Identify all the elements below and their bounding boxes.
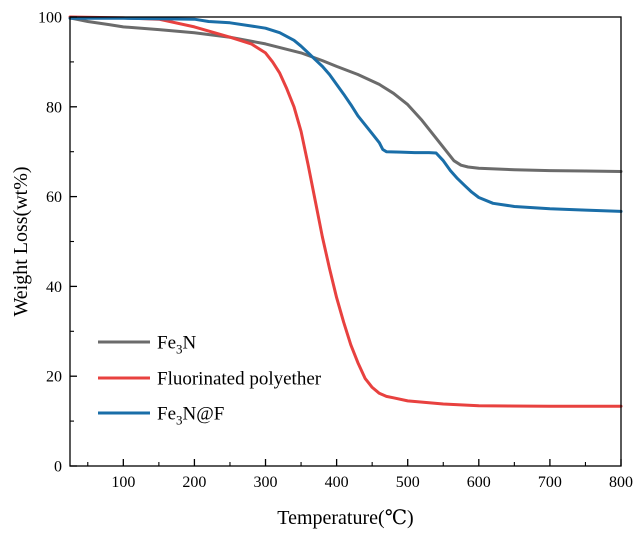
series-line-3 bbox=[68, 16, 623, 213]
y-tick-label: 100 bbox=[38, 10, 62, 27]
y-tick-label: 20 bbox=[46, 369, 62, 386]
x-tick-label: 800 bbox=[609, 474, 633, 491]
legend-label-3: Fe3N@F bbox=[157, 404, 224, 428]
x-tick-label: 100 bbox=[111, 474, 135, 491]
y-tick-label: 60 bbox=[46, 189, 62, 206]
x-tick-label: 300 bbox=[254, 474, 278, 491]
x-axis-title: Temperature(℃) bbox=[277, 507, 413, 529]
plot-frame bbox=[69, 16, 622, 467]
y-tick-label: 0 bbox=[54, 459, 62, 476]
x-tick-label: 500 bbox=[396, 474, 420, 491]
x-tick-label: 400 bbox=[325, 474, 349, 491]
series-line-2 bbox=[68, 15, 623, 408]
plot-lines bbox=[68, 15, 623, 408]
x-tick-label: 200 bbox=[182, 474, 206, 491]
legend-label-1: Fe3N bbox=[157, 333, 197, 357]
x-tick-label: 600 bbox=[467, 474, 491, 491]
y-tick-label: 80 bbox=[46, 99, 62, 116]
x-tick-label: 700 bbox=[538, 474, 562, 491]
legend: Fe3N Fluorinated polyether Fe3N@F bbox=[98, 333, 322, 428]
legend-label-2: Fluorinated polyether bbox=[157, 369, 322, 390]
y-axis-title: Weight Loss(wt%) bbox=[10, 166, 32, 316]
x-axis: 100 200 300 400 500 600 700 800 bbox=[87, 459, 633, 491]
series-line-1 bbox=[68, 16, 623, 173]
y-axis: 0 20 40 60 80 100 bbox=[38, 10, 77, 476]
y-tick-label: 40 bbox=[46, 279, 62, 296]
